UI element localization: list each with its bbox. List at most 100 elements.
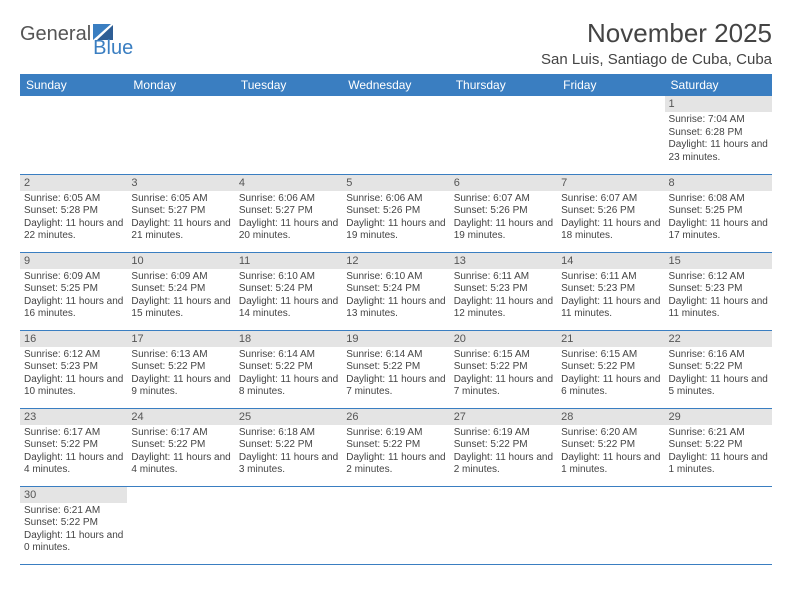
day-number: 22 — [665, 331, 772, 347]
day-number: 24 — [127, 409, 234, 425]
day-number: 25 — [235, 409, 342, 425]
calendar-row: 9Sunrise: 6:09 AMSunset: 5:25 PMDaylight… — [20, 252, 772, 330]
empty-cell — [450, 486, 557, 564]
dayhead-wed: Wednesday — [342, 74, 449, 96]
empty-cell — [557, 96, 664, 174]
day-number: 28 — [557, 409, 664, 425]
day-cell: 2Sunrise: 6:05 AMSunset: 5:28 PMDaylight… — [20, 174, 127, 252]
day-cell: 29Sunrise: 6:21 AMSunset: 5:22 PMDayligh… — [665, 408, 772, 486]
day-number: 6 — [450, 175, 557, 191]
day-details: Sunrise: 6:06 AMSunset: 5:27 PMDaylight:… — [235, 191, 342, 247]
day-number: 14 — [557, 253, 664, 269]
day-details: Sunrise: 6:09 AMSunset: 5:24 PMDaylight:… — [127, 269, 234, 325]
empty-cell — [127, 486, 234, 564]
calendar-table: Sunday Monday Tuesday Wednesday Thursday… — [20, 74, 772, 565]
logo: General Blue — [20, 22, 161, 47]
day-number: 16 — [20, 331, 127, 347]
day-details: Sunrise: 6:19 AMSunset: 5:22 PMDaylight:… — [450, 425, 557, 481]
day-number: 1 — [665, 96, 772, 112]
day-details: Sunrise: 6:18 AMSunset: 5:22 PMDaylight:… — [235, 425, 342, 481]
day-cell: 26Sunrise: 6:19 AMSunset: 5:22 PMDayligh… — [342, 408, 449, 486]
day-cell: 24Sunrise: 6:17 AMSunset: 5:22 PMDayligh… — [127, 408, 234, 486]
day-cell: 14Sunrise: 6:11 AMSunset: 5:23 PMDayligh… — [557, 252, 664, 330]
day-details: Sunrise: 6:12 AMSunset: 5:23 PMDaylight:… — [665, 269, 772, 325]
day-number: 27 — [450, 409, 557, 425]
day-cell: 3Sunrise: 6:05 AMSunset: 5:27 PMDaylight… — [127, 174, 234, 252]
day-number: 30 — [20, 487, 127, 503]
day-details: Sunrise: 6:10 AMSunset: 5:24 PMDaylight:… — [342, 269, 449, 325]
dayhead-mon: Monday — [127, 74, 234, 96]
day-number: 11 — [235, 253, 342, 269]
day-details: Sunrise: 6:05 AMSunset: 5:27 PMDaylight:… — [127, 191, 234, 247]
day-number: 13 — [450, 253, 557, 269]
day-details: Sunrise: 7:04 AMSunset: 6:28 PMDaylight:… — [665, 112, 772, 168]
day-number: 15 — [665, 253, 772, 269]
logo-text-general: General — [20, 23, 91, 46]
calendar-row: 30Sunrise: 6:21 AMSunset: 5:22 PMDayligh… — [20, 486, 772, 564]
dayhead-sat: Saturday — [665, 74, 772, 96]
day-details: Sunrise: 6:20 AMSunset: 5:22 PMDaylight:… — [557, 425, 664, 481]
day-number: 5 — [342, 175, 449, 191]
day-details: Sunrise: 6:21 AMSunset: 5:22 PMDaylight:… — [20, 503, 127, 559]
day-number: 17 — [127, 331, 234, 347]
dayhead-fri: Friday — [557, 74, 664, 96]
day-cell: 8Sunrise: 6:08 AMSunset: 5:25 PMDaylight… — [665, 174, 772, 252]
logo-text-blue: Blue — [93, 37, 133, 60]
calendar-row: 23Sunrise: 6:17 AMSunset: 5:22 PMDayligh… — [20, 408, 772, 486]
header: General Blue November 2025 San Luis, San… — [20, 18, 772, 68]
empty-cell — [235, 486, 342, 564]
day-cell: 13Sunrise: 6:11 AMSunset: 5:23 PMDayligh… — [450, 252, 557, 330]
day-number: 23 — [20, 409, 127, 425]
day-cell: 4Sunrise: 6:06 AMSunset: 5:27 PMDaylight… — [235, 174, 342, 252]
day-details: Sunrise: 6:05 AMSunset: 5:28 PMDaylight:… — [20, 191, 127, 247]
day-details: Sunrise: 6:14 AMSunset: 5:22 PMDaylight:… — [235, 347, 342, 403]
day-details: Sunrise: 6:15 AMSunset: 5:22 PMDaylight:… — [450, 347, 557, 403]
day-number: 9 — [20, 253, 127, 269]
empty-cell — [342, 486, 449, 564]
day-number: 3 — [127, 175, 234, 191]
day-details: Sunrise: 6:17 AMSunset: 5:22 PMDaylight:… — [127, 425, 234, 481]
day-cell: 5Sunrise: 6:06 AMSunset: 5:26 PMDaylight… — [342, 174, 449, 252]
location: San Luis, Santiago de Cuba, Cuba — [541, 51, 772, 68]
day-details: Sunrise: 6:15 AMSunset: 5:22 PMDaylight:… — [557, 347, 664, 403]
day-details: Sunrise: 6:11 AMSunset: 5:23 PMDaylight:… — [557, 269, 664, 325]
day-number: 19 — [342, 331, 449, 347]
dayhead-sun: Sunday — [20, 74, 127, 96]
day-cell: 22Sunrise: 6:16 AMSunset: 5:22 PMDayligh… — [665, 330, 772, 408]
day-cell: 9Sunrise: 6:09 AMSunset: 5:25 PMDaylight… — [20, 252, 127, 330]
day-number: 10 — [127, 253, 234, 269]
calendar-row: 2Sunrise: 6:05 AMSunset: 5:28 PMDaylight… — [20, 174, 772, 252]
day-cell: 19Sunrise: 6:14 AMSunset: 5:22 PMDayligh… — [342, 330, 449, 408]
day-cell: 10Sunrise: 6:09 AMSunset: 5:24 PMDayligh… — [127, 252, 234, 330]
day-cell: 1Sunrise: 7:04 AMSunset: 6:28 PMDaylight… — [665, 96, 772, 174]
empty-cell — [450, 96, 557, 174]
day-details: Sunrise: 6:17 AMSunset: 5:22 PMDaylight:… — [20, 425, 127, 481]
empty-cell — [342, 96, 449, 174]
day-cell: 23Sunrise: 6:17 AMSunset: 5:22 PMDayligh… — [20, 408, 127, 486]
dayhead-thu: Thursday — [450, 74, 557, 96]
day-details: Sunrise: 6:07 AMSunset: 5:26 PMDaylight:… — [450, 191, 557, 247]
day-header-row: Sunday Monday Tuesday Wednesday Thursday… — [20, 74, 772, 96]
day-cell: 7Sunrise: 6:07 AMSunset: 5:26 PMDaylight… — [557, 174, 664, 252]
day-cell: 11Sunrise: 6:10 AMSunset: 5:24 PMDayligh… — [235, 252, 342, 330]
day-details: Sunrise: 6:14 AMSunset: 5:22 PMDaylight:… — [342, 347, 449, 403]
day-details: Sunrise: 6:09 AMSunset: 5:25 PMDaylight:… — [20, 269, 127, 325]
day-number: 4 — [235, 175, 342, 191]
day-details: Sunrise: 6:07 AMSunset: 5:26 PMDaylight:… — [557, 191, 664, 247]
day-cell: 6Sunrise: 6:07 AMSunset: 5:26 PMDaylight… — [450, 174, 557, 252]
day-details: Sunrise: 6:19 AMSunset: 5:22 PMDaylight:… — [342, 425, 449, 481]
day-details: Sunrise: 6:08 AMSunset: 5:25 PMDaylight:… — [665, 191, 772, 247]
day-number: 20 — [450, 331, 557, 347]
empty-cell — [235, 96, 342, 174]
empty-cell — [665, 486, 772, 564]
day-number: 7 — [557, 175, 664, 191]
calendar-row: 1Sunrise: 7:04 AMSunset: 6:28 PMDaylight… — [20, 96, 772, 174]
day-number: 29 — [665, 409, 772, 425]
day-cell: 18Sunrise: 6:14 AMSunset: 5:22 PMDayligh… — [235, 330, 342, 408]
day-number: 21 — [557, 331, 664, 347]
day-cell: 25Sunrise: 6:18 AMSunset: 5:22 PMDayligh… — [235, 408, 342, 486]
day-details: Sunrise: 6:13 AMSunset: 5:22 PMDaylight:… — [127, 347, 234, 403]
day-cell: 28Sunrise: 6:20 AMSunset: 5:22 PMDayligh… — [557, 408, 664, 486]
day-number: 26 — [342, 409, 449, 425]
day-cell: 15Sunrise: 6:12 AMSunset: 5:23 PMDayligh… — [665, 252, 772, 330]
